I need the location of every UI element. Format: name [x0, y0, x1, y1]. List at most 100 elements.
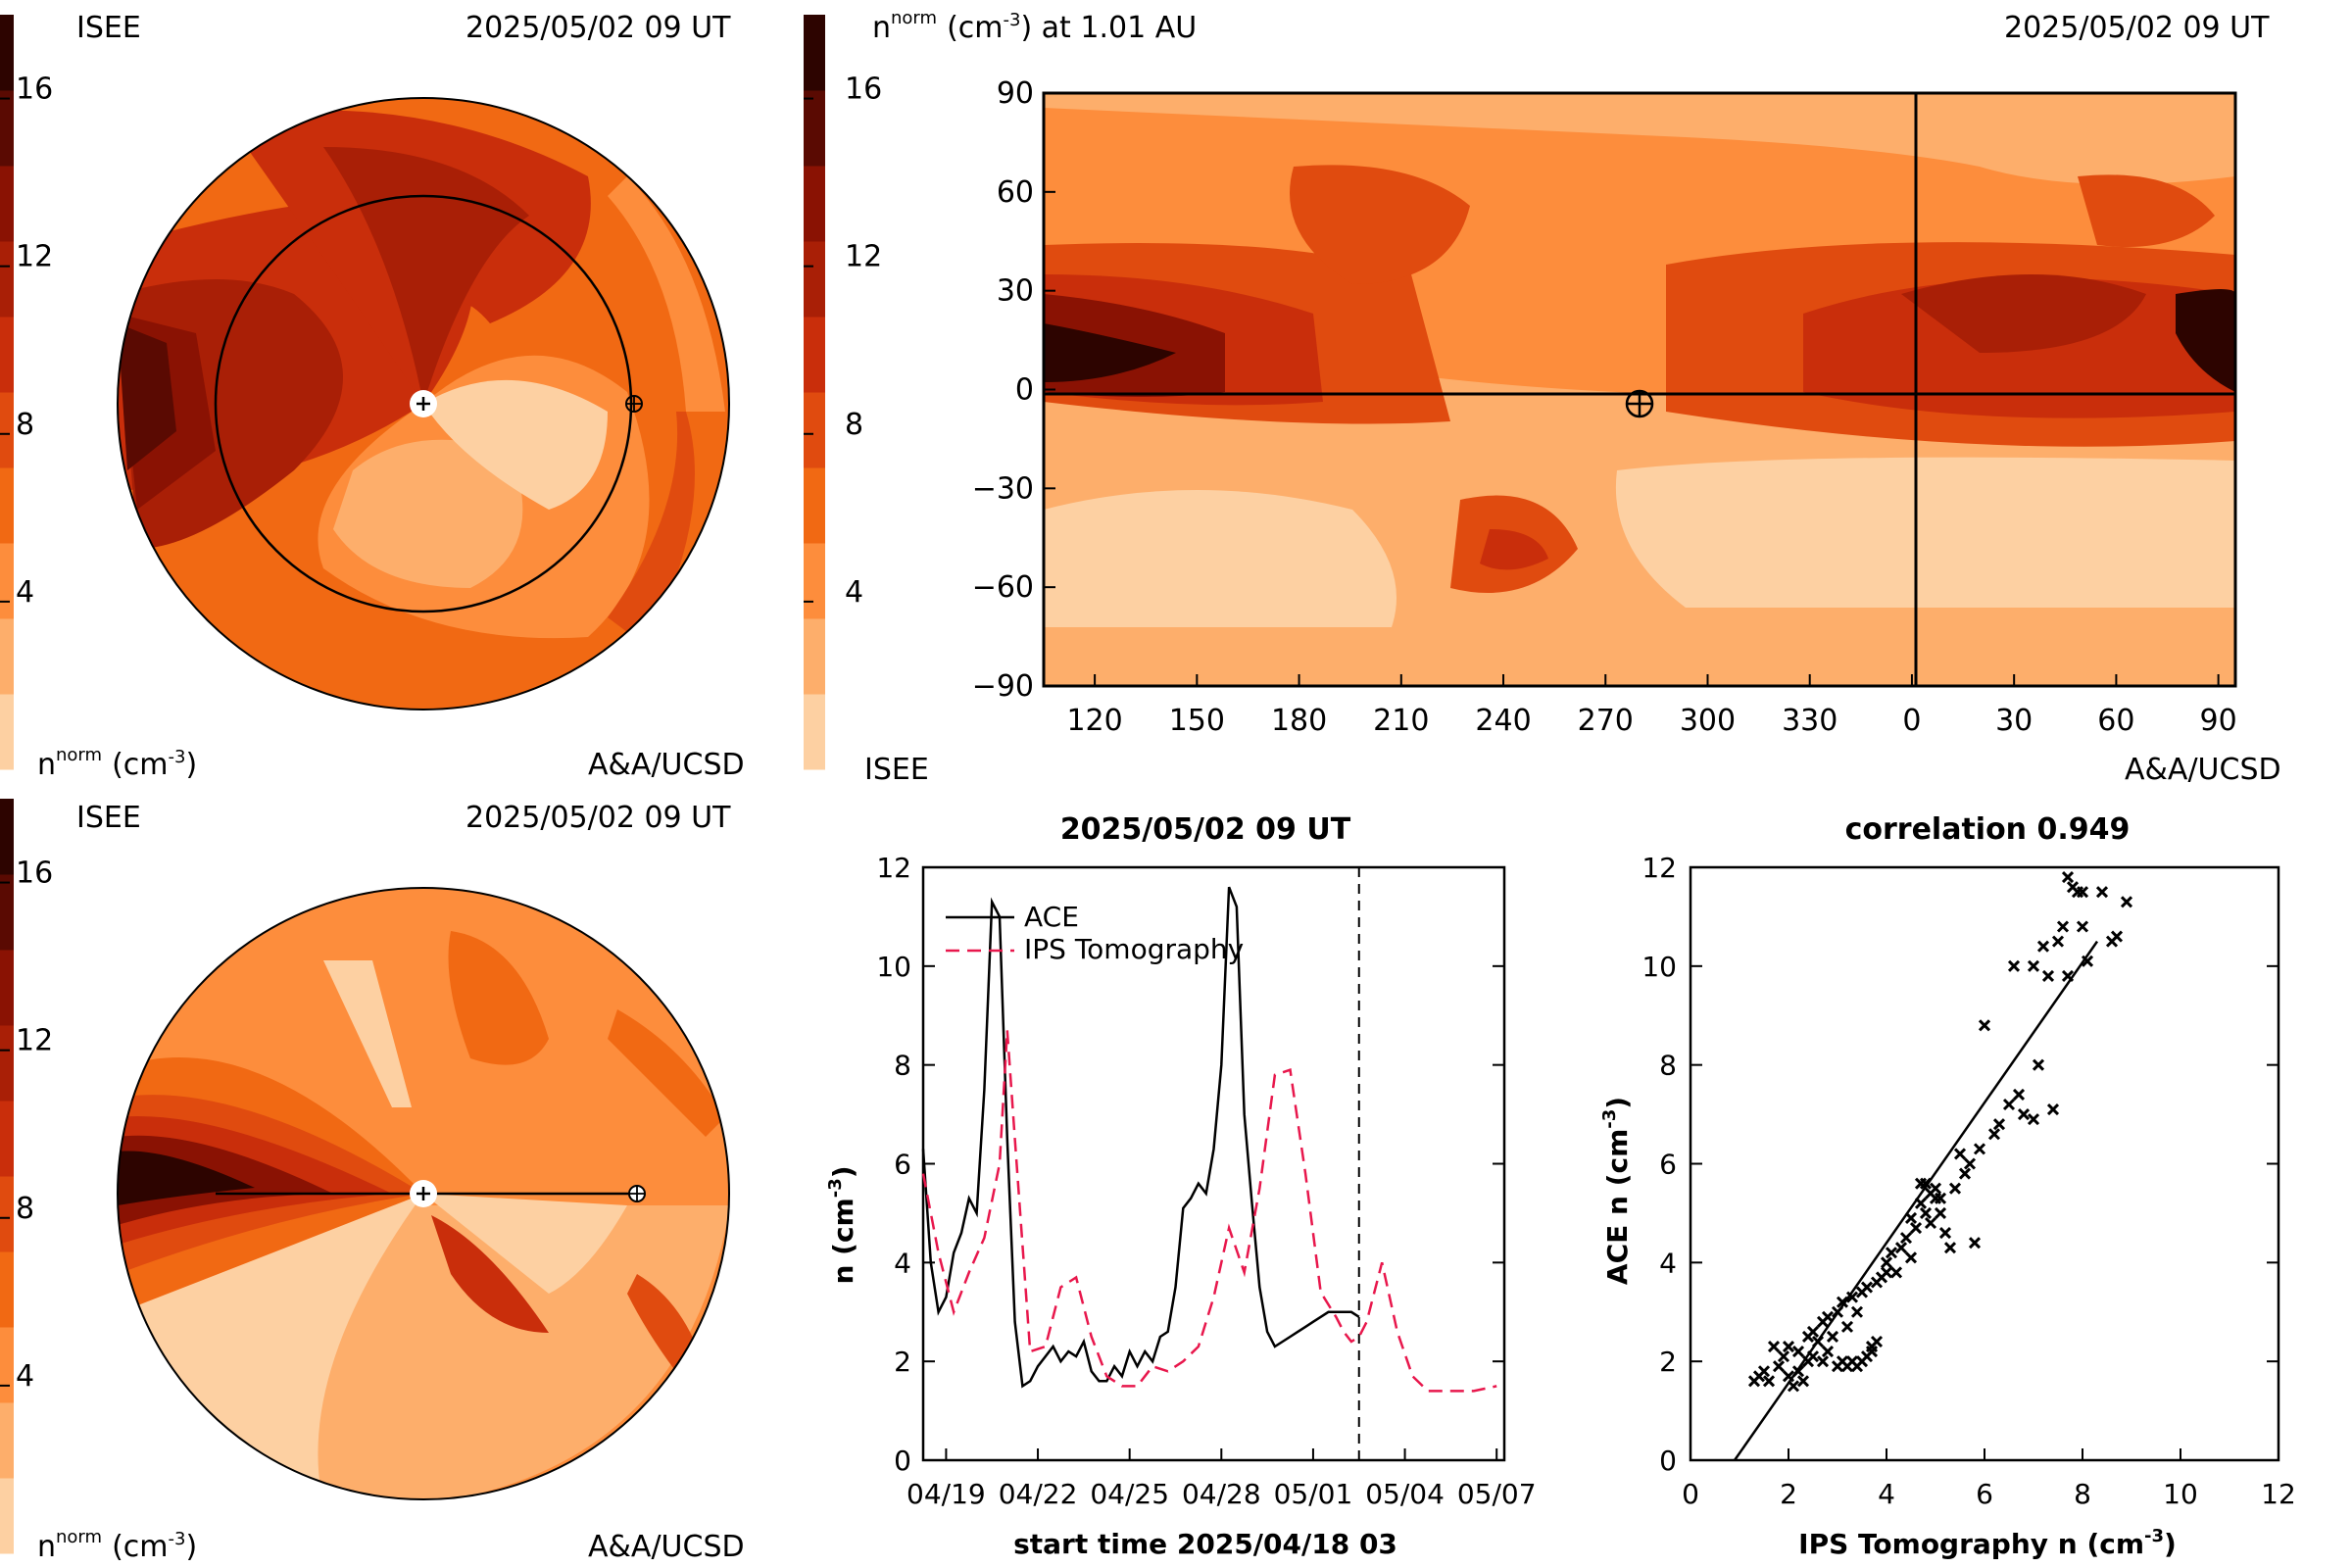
- units-label: nnorm (cm-3): [37, 745, 197, 782]
- data-point: [1958, 1167, 1972, 1180]
- colorbar-tick-label: 8: [16, 408, 34, 442]
- data-point-stroke: [2036, 940, 2050, 953]
- data-point: [2041, 969, 2055, 982]
- data-point: [2095, 886, 2109, 899]
- data-point-stroke: [1806, 1325, 1820, 1338]
- data-point: [1762, 1375, 1776, 1388]
- data-point: [1767, 1340, 1781, 1353]
- y-tick-label: −90: [972, 669, 1034, 704]
- data-point: [2032, 1058, 2045, 1071]
- x-tick-label: 210: [1373, 704, 1429, 738]
- earth-icon: [628, 1185, 646, 1202]
- data-point-stroke: [1899, 1232, 1913, 1245]
- y-tick-label: 12: [876, 852, 911, 884]
- data-point: [2036, 940, 2050, 953]
- colorbar-segment: [0, 799, 14, 875]
- data-point: [2027, 1113, 2040, 1126]
- data-point: [1772, 1360, 1786, 1373]
- y-tick-label: 12: [1642, 852, 1677, 884]
- colorbar-segment: [0, 618, 14, 695]
- data-point: [2051, 935, 2065, 948]
- colorbar-segment: [0, 1327, 14, 1403]
- data-point-stroke: [1772, 1360, 1786, 1373]
- y-tick-label: 4: [894, 1247, 911, 1279]
- x-axis: 120 150 180 210 240 270 300 330 0 30 60 90: [1066, 674, 2237, 738]
- data-point: [1850, 1305, 1864, 1318]
- data-point: [1816, 1355, 1830, 1368]
- data-point-stroke: [1978, 1019, 1991, 1032]
- data-point: [1806, 1350, 1820, 1363]
- data-point-stroke: [2081, 955, 2094, 967]
- data-point-stroke: [1816, 1355, 1830, 1368]
- data-point: [2046, 1102, 2060, 1116]
- data-point-stroke: [1811, 1335, 1825, 1348]
- data-point-stroke: [2051, 935, 2065, 948]
- data-point-stroke: [1929, 1182, 1942, 1195]
- colorbar-tick-label: 8: [845, 408, 863, 442]
- data-point-stroke: [1845, 1291, 1859, 1303]
- timestamp-label: 2025/05/02 09 UT: [466, 801, 731, 835]
- data-point: [1791, 1365, 1805, 1378]
- data-point-stroke: [1836, 1355, 1849, 1368]
- data-point: [1811, 1335, 1825, 1348]
- colorbar-segment: [804, 90, 825, 167]
- density-time-series: 2025/05/02 09 UT 0 2 4 6 8 10 12 04/19 04/22 04/2…: [825, 812, 1537, 1560]
- colorbar-segment: [804, 15, 825, 91]
- data-point-stroke: [1968, 1237, 1982, 1250]
- legend: ACE IPS Tomography: [946, 901, 1244, 965]
- data-point: [1889, 1266, 1903, 1279]
- data-point: [1943, 1242, 1957, 1254]
- units-label: nnorm (cm-3): [37, 1527, 197, 1564]
- data-point-stroke: [1953, 1148, 1967, 1160]
- data-point-stroke: [2041, 969, 2055, 982]
- data-point: [1885, 1247, 1898, 1259]
- colorbar-segment: [804, 392, 825, 468]
- x-tick-label: 8: [2074, 1478, 2091, 1510]
- ace-series-line: [921, 886, 1360, 1389]
- colorbar-tick-label: 16: [16, 857, 53, 891]
- data-point-stroke: [1821, 1310, 1835, 1323]
- data-point-stroke: [1840, 1320, 1854, 1333]
- data-point: [1836, 1296, 1849, 1308]
- data-point: [2012, 1088, 2026, 1101]
- data-point-stroke: [1831, 1305, 1844, 1318]
- data-point: [1929, 1182, 1942, 1195]
- correlation-scatter: correlation 0.949 0 2 4 6 8 10 12 0 2 4 6 8 10 12 IPS…: [1599, 812, 2296, 1560]
- x-tick-label: 240: [1475, 704, 1531, 738]
- data-point-stroke: [1938, 1227, 1952, 1240]
- x-tick-label: 0: [1902, 704, 1921, 738]
- data-point: [1821, 1310, 1835, 1323]
- data-point: [1899, 1232, 1913, 1245]
- data-point: [1948, 1182, 1962, 1195]
- colorbar-segment: [0, 694, 14, 770]
- data-point-stroke: [1826, 1330, 1839, 1344]
- colorbar-segment: [0, 1101, 14, 1177]
- data-point-stroke: [2027, 1113, 2040, 1126]
- data-point: [2002, 1098, 2016, 1111]
- data-point-stroke: [2061, 969, 2075, 982]
- y-tick-label: 8: [894, 1050, 911, 1082]
- timestamp-label: 2025/05/02 09 UT: [2004, 11, 2270, 45]
- y-tick-label: 6: [894, 1149, 911, 1181]
- data-point-stroke: [1806, 1350, 1820, 1363]
- data-point-stroke: [1889, 1266, 1903, 1279]
- isee-label: ISEE: [76, 11, 141, 45]
- chart-title: 2025/05/02 09 UT: [1060, 812, 1351, 847]
- data-point-stroke: [2076, 886, 2089, 899]
- data-point-stroke: [1767, 1340, 1781, 1353]
- data-point-stroke: [1963, 1157, 1977, 1170]
- colorbar-segment: [0, 317, 14, 393]
- data-point-stroke: [1934, 1206, 1947, 1219]
- data-point-stroke: [1973, 1143, 1986, 1155]
- data-point-stroke: [2032, 1058, 2045, 1071]
- x-tick-label: 300: [1680, 704, 1736, 738]
- x-tick-label: 0: [1682, 1478, 1699, 1510]
- data-point-stroke: [1894, 1242, 1908, 1254]
- data-point-stroke: [1821, 1346, 1835, 1358]
- y-axis: 90 60 30 0 −30 −60 −90: [972, 76, 1055, 704]
- data-point-stroke: [1934, 1192, 1947, 1204]
- x-tick-label: 6: [1976, 1478, 1993, 1510]
- x-tick-label: 30: [1995, 704, 2033, 738]
- colorbar: [0, 799, 14, 1554]
- x-tick-label: 180: [1271, 704, 1327, 738]
